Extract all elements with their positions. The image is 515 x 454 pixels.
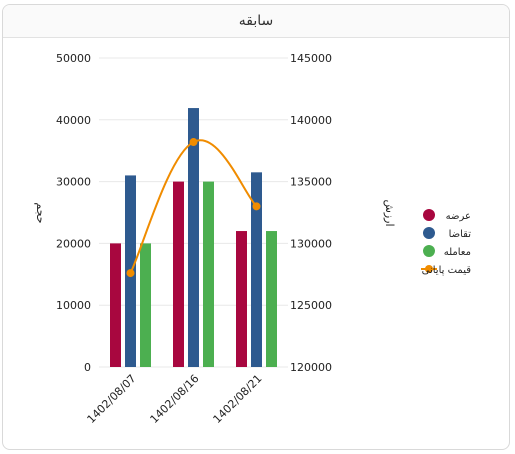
y-right-tick-label: 125000 [290, 299, 332, 312]
y-right-tick-label: 120000 [290, 361, 332, 374]
x-tick-label: 1402/08/16 [148, 372, 202, 426]
legend-label: معامله [444, 247, 471, 258]
y-right-tick-label: 145000 [290, 52, 332, 65]
y-left-tick-label: 50000 [56, 52, 91, 65]
history-chart: 0 10000 20000 30000 40000 50000 120000 125000 13… [34, 52, 472, 426]
card-title: سابقه [238, 13, 274, 29]
y-left-tick-label: 20000 [56, 237, 91, 250]
bar [266, 231, 277, 367]
y-left-tick-label: 0 [84, 361, 91, 374]
bar [188, 108, 199, 368]
y-right-tick-label: 140000 [290, 114, 332, 127]
y-left-axis-title: حجم [34, 202, 47, 223]
y-right-tick-label: 135000 [290, 176, 332, 189]
bar [173, 181, 184, 367]
bar [140, 243, 151, 367]
y-right-tick-label: 130000 [290, 237, 332, 250]
legend-marker [423, 209, 435, 221]
y-left-tick-label: 40000 [56, 114, 91, 127]
y-left-tick-label: 10000 [56, 299, 91, 312]
bar [110, 243, 121, 367]
bar [251, 172, 262, 367]
legend-label: عرضه [446, 211, 471, 222]
history-card: سابقه 0 10000 20000 30000 40000 50000 120000 12… [2, 4, 510, 450]
legend-marker [423, 245, 435, 257]
price-point [189, 138, 198, 147]
legend-marker [425, 265, 433, 273]
legend-label: تقاضا [449, 229, 472, 240]
x-tick-label: 1402/08/07 [85, 372, 139, 426]
x-tick-label: 1402/08/21 [211, 372, 265, 426]
bar [236, 231, 247, 367]
card-header: سابقه [3, 5, 509, 38]
legend-label: قیمت پایانی [422, 265, 472, 276]
price-point [252, 202, 261, 211]
y-left-tick-label: 30000 [56, 176, 91, 189]
legend-marker [423, 227, 435, 239]
bar [203, 181, 214, 367]
y-right-axis-title: ارزش [383, 199, 396, 226]
price-point [126, 269, 135, 278]
